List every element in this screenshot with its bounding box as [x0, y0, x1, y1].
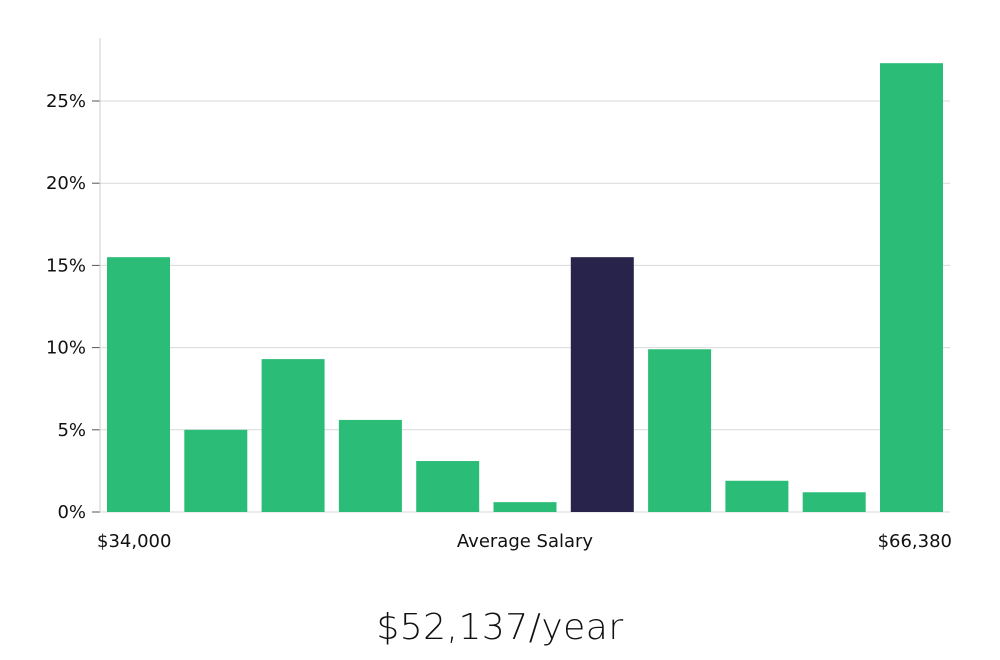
y-tick-label: 5% — [57, 420, 86, 441]
bar — [416, 461, 480, 512]
bar — [261, 359, 325, 512]
bar — [107, 257, 170, 512]
average-salary-text: $52,137/year — [376, 607, 624, 648]
x-max-label: $66,380 — [878, 531, 952, 552]
y-tick-label: 0% — [57, 502, 86, 523]
y-tick-label: 10% — [46, 338, 86, 359]
y-tick-label: 20% — [46, 173, 86, 194]
y-tick-label: 25% — [46, 91, 86, 112]
salary-distribution-chart: 0%5%10%15%20%25% $34,000 Average Salary … — [46, 38, 952, 552]
bar — [648, 349, 712, 512]
bar — [493, 502, 557, 512]
y-tick-label: 15% — [46, 255, 86, 276]
y-axis-ticks: 0% 5% 10% 15% 20% 25% — [46, 91, 100, 523]
bars — [107, 63, 943, 513]
x-min-label: $34,000 — [97, 531, 171, 552]
bar — [725, 480, 789, 512]
bar — [880, 63, 943, 513]
bar-highlighted — [570, 257, 634, 512]
bar — [184, 429, 248, 512]
bar — [802, 492, 866, 512]
x-axis-title: Average Salary — [457, 531, 594, 552]
bar — [338, 419, 402, 512]
